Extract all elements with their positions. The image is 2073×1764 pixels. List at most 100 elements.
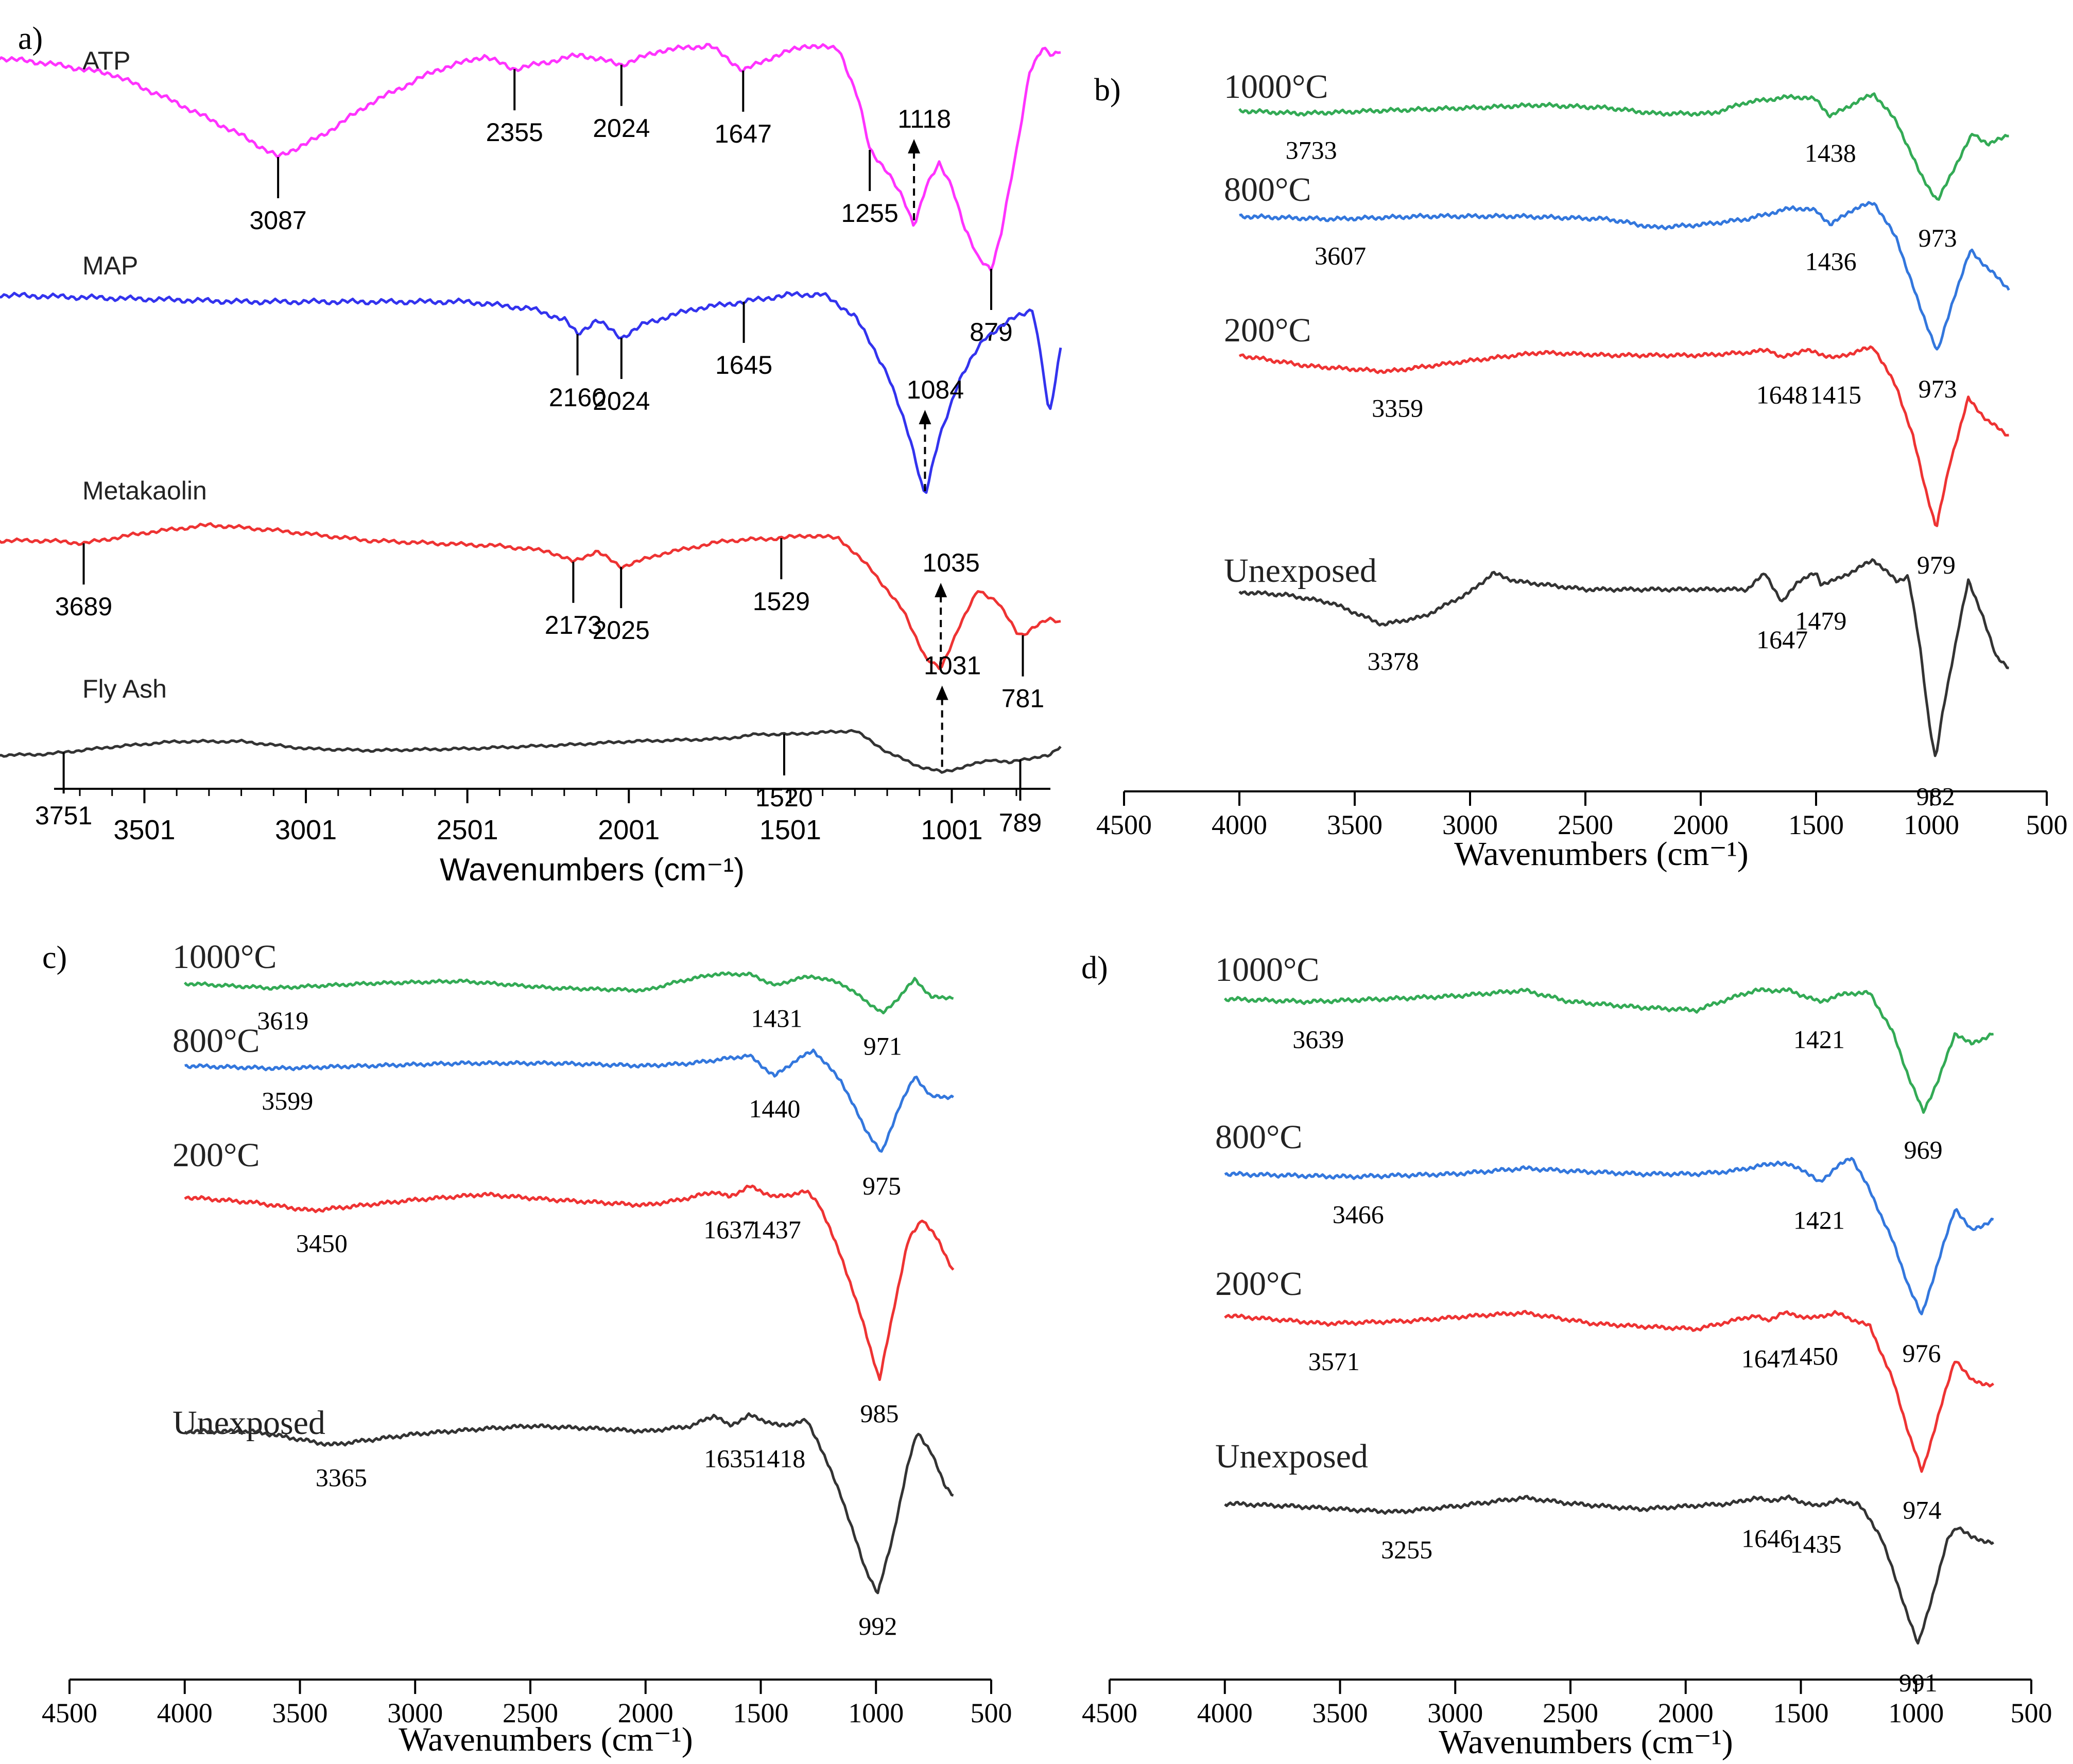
peak-arrow-head [919, 410, 931, 424]
series-name-label: 1000°C [172, 938, 277, 976]
x-tick-label: 3000 [387, 1698, 443, 1728]
series-200-c: 200°C 3359 1648 1415 979 [1224, 312, 2009, 579]
peak-label: 3751 [35, 801, 92, 830]
peak-label: 1647 [1756, 625, 1808, 654]
spectrum-line [0, 43, 1061, 272]
peak-label: 2024 [593, 387, 650, 416]
peak-label: 2160 [549, 383, 606, 412]
peak-label: 975 [862, 1171, 901, 1200]
panel-b: b) 4500 4000 3500 3000 2500 2000 1500 1000 500 Wav… [1094, 68, 2068, 873]
peak-label: 2173 [545, 611, 602, 639]
panel-label: a) [18, 21, 43, 56]
series-name-label: MAP [82, 251, 138, 280]
x-tick-label: 4500 [42, 1698, 97, 1728]
series-name-label: 200°C [1215, 1265, 1302, 1303]
x-tick-label: 1500 [733, 1698, 789, 1728]
series-fly-ash: Fly Ash 3751 1520 1031 789 [0, 651, 1062, 837]
x-tick-label: 4000 [157, 1698, 213, 1728]
peak-label: 1646 [1741, 1524, 1793, 1553]
peak-label: 1647 [715, 119, 772, 148]
series-name-label: 800°C [1224, 171, 1311, 209]
peak-label: 1418 [754, 1444, 805, 1473]
peak-label: 1520 [755, 783, 813, 812]
x-tick-label: 3500 [1327, 809, 1383, 840]
peak-label: 2025 [593, 616, 650, 645]
x-tick-label: 4000 [1212, 809, 1267, 840]
peak-label: 3365 [316, 1463, 367, 1492]
series-name-label: 800°C [172, 1022, 260, 1060]
x-tick-label: 2501 [437, 815, 498, 845]
panel-c: c) 4500 4000 3500 3000 2500 2000 1500 1000 500 Wav… [42, 938, 1012, 1758]
spectrum-line [1224, 1156, 1994, 1316]
peak-label: 1415 [1810, 380, 1861, 409]
series-name-label: ATP [82, 46, 131, 75]
peak-label: 1529 [753, 587, 810, 616]
peak-label: 3378 [1368, 647, 1419, 676]
peak-label: 1479 [1795, 606, 1846, 635]
peak-label: 1437 [750, 1215, 801, 1244]
x-tick-label: 2500 [1543, 1698, 1598, 1728]
x-tick-label: 2000 [1658, 1698, 1714, 1728]
spectrum-line [1238, 345, 2009, 527]
x-tick-label: 3000 [1442, 809, 1498, 840]
peak-arrow-head [908, 139, 921, 153]
spectrum-line [183, 971, 954, 1015]
x-tick-label: 500 [2026, 809, 2068, 840]
peak-arrow-head [935, 583, 947, 597]
x-tick-label: 2000 [618, 1698, 673, 1728]
peak-label: 1421 [1793, 1025, 1845, 1054]
spectrum-line [1238, 558, 2009, 757]
peak-label: 1031 [924, 651, 981, 680]
peak-label: 979 [1917, 550, 1956, 579]
x-axis-label: Wavenumbers (cm⁻¹) [1439, 1723, 1733, 1761]
series-name-label: 800°C [1215, 1118, 1302, 1156]
series-1000-c: 1000°C 3619 1431 971 [172, 938, 954, 1061]
peak-label: 3733 [1286, 136, 1337, 165]
peak-label: 973 [1919, 223, 1957, 252]
x-tick-label: 2001 [598, 815, 660, 845]
series-1000-c: 1000°C 3733 1438 973 [1224, 68, 2009, 252]
peak-label: 971 [863, 1032, 902, 1061]
series-1000-c: 1000°C 3639 1421 969 [1215, 951, 1994, 1164]
spectrum-line [0, 729, 1062, 774]
spectrum-line [1223, 987, 1994, 1114]
series-name-label: 200°C [1224, 312, 1311, 349]
x-tick-label: 500 [2011, 1698, 2052, 1728]
x-tick-label: 4500 [1082, 1698, 1137, 1728]
x-tick-label: 1000 [848, 1698, 904, 1728]
peak-label: 969 [1904, 1135, 1943, 1164]
peak-label: 1435 [1790, 1530, 1842, 1559]
x-tick-label: 3500 [272, 1698, 328, 1728]
x-tick-label: 4000 [1197, 1698, 1253, 1728]
x-tick-label: 3000 [1427, 1698, 1483, 1728]
panel-a: a) 3501 3001 2501 2001 1501 1001 Wavenumbers (c… [0, 21, 1062, 888]
series-name-label: 200°C [172, 1136, 260, 1174]
peak-label: 2024 [593, 114, 650, 143]
peak-label: 3639 [1292, 1025, 1344, 1054]
spectrum-line [1239, 201, 2010, 351]
peak-label: 3689 [55, 592, 112, 621]
peak-label: 1440 [749, 1094, 800, 1123]
peak-label: 1645 [715, 351, 772, 379]
x-tick-label: 1501 [759, 815, 821, 845]
series-name-label: Unexposed [172, 1404, 325, 1442]
peak-label: 1450 [1787, 1341, 1838, 1370]
spectrum-line [0, 291, 1062, 494]
peak-label: 973 [1919, 374, 1957, 403]
peak-label: 3571 [1308, 1347, 1360, 1376]
series-name-label: 1000°C [1215, 951, 1319, 989]
series-name-label: Unexposed [1215, 1438, 1368, 1475]
peak-label: 974 [1903, 1496, 1941, 1525]
peak-arrow-head [936, 685, 948, 700]
peak-label: 976 [1902, 1339, 1941, 1368]
series-name-label: Metakaolin [82, 476, 207, 505]
peak-label: 985 [860, 1399, 899, 1428]
spectrum-line [0, 522, 1061, 670]
peak-label: 1648 [1756, 380, 1808, 409]
x-tick-label: 1500 [1773, 1698, 1829, 1728]
